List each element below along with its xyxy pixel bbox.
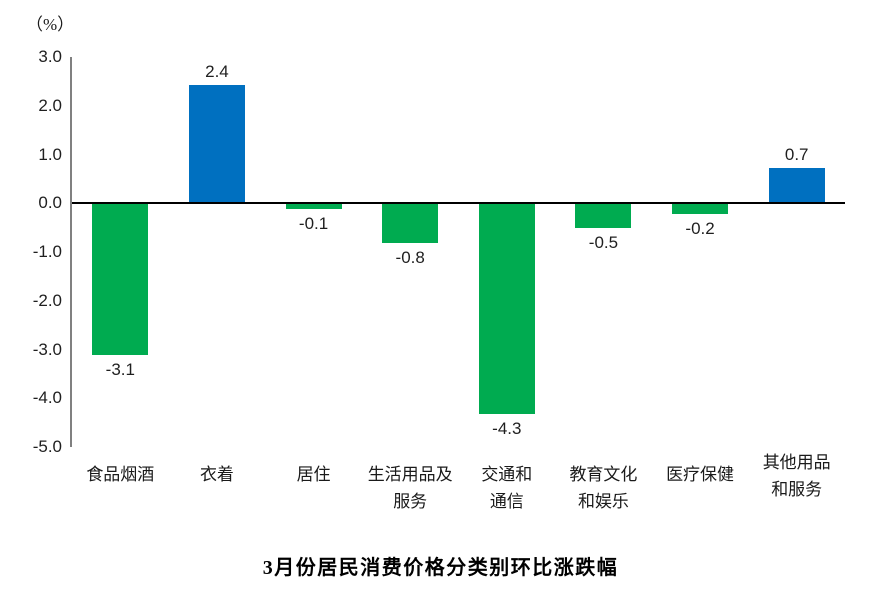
bar-2	[285, 204, 342, 209]
bar-value-label: -0.5	[588, 233, 619, 253]
category-label: 教育文化 和娱乐	[569, 465, 638, 511]
bar-value-label: -4.3	[492, 418, 522, 438]
category-label: 交通和 通信	[481, 465, 533, 511]
bar-1	[188, 85, 245, 202]
bar-6	[672, 204, 729, 214]
category-label: 其他用品 和服务	[762, 453, 831, 499]
y-axis-line	[70, 57, 72, 447]
y-axis-tick-label: 1.0	[38, 144, 62, 164]
bar-value-label: -0.2	[685, 218, 715, 238]
chart-title: 3月份居民消费价格分类别环比涨跌幅	[262, 557, 619, 579]
y-axis-tick-label: -3.0	[32, 339, 62, 359]
category-label: 食品烟酒	[86, 465, 155, 484]
bar-7	[768, 167, 825, 202]
bar-3	[382, 204, 439, 243]
bar-value-label: -3.1	[105, 360, 135, 380]
bar-value-label: 2.4	[205, 62, 229, 81]
bar-0	[92, 204, 149, 356]
y-axis-tick-label: -5.0	[32, 437, 62, 456]
category-label: 医疗保健	[666, 465, 735, 484]
category-label: 生活用品及 服务	[367, 465, 453, 511]
bar-5	[575, 204, 632, 229]
y-axis-tick-label: 3.0	[38, 47, 62, 66]
category-label: 居住	[296, 465, 331, 484]
category-label: 衣着	[199, 465, 234, 484]
bar-value-label: -0.1	[298, 213, 329, 233]
y-axis-tick-label: -2.0	[32, 290, 62, 310]
y-axis-tick-label: -1.0	[32, 242, 62, 261]
zero-baseline	[72, 202, 845, 204]
bar-4	[478, 204, 535, 414]
y-axis-tick-label: 2.0	[38, 95, 62, 115]
bar-value-label: 0.7	[784, 144, 809, 164]
y-axis-tick-label: -4.0	[32, 388, 62, 408]
y-axis-tick-label: 0.0	[38, 193, 62, 213]
bar-value-label: -0.8	[395, 248, 425, 267]
y-axis-unit-label: （%）	[26, 15, 75, 34]
